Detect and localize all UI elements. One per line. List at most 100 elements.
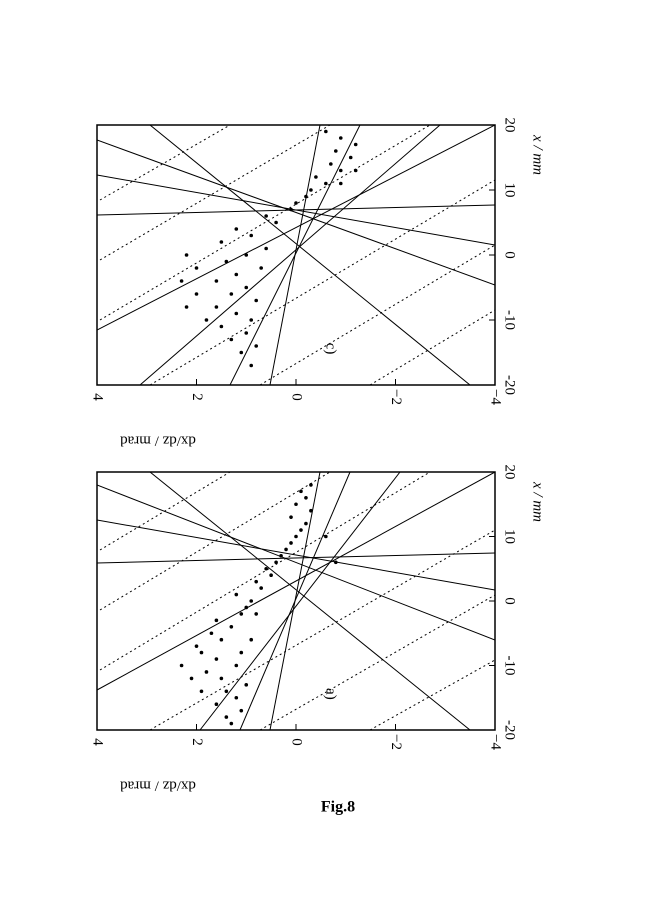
scatter-point [289,515,293,519]
scatter-point [244,683,249,687]
scatter-point [348,155,353,160]
scatter-point [324,129,328,134]
scatter-point [189,676,194,681]
scatter-point [249,233,254,238]
scatter-point [294,201,298,205]
scatter-point [338,136,343,140]
scatter-point [299,528,303,532]
scatter-point [209,631,214,636]
y-tick-label: −2 [388,389,404,405]
scatter-point [299,489,303,494]
scatter-point [229,625,234,629]
y-tick-label: 4 [90,393,106,401]
scatter-point [214,657,219,661]
x-tick-label: 0 [502,597,518,605]
scatter-point [199,689,204,694]
scatter-point [219,240,224,244]
scatter-point [304,521,308,526]
scatter-point [294,534,298,539]
panel-label: a) [323,688,339,700]
scatter-point [234,663,239,668]
scatter-point [249,363,254,368]
scatter-point [259,586,263,590]
scatter-point [329,162,333,166]
scatter-point [334,560,338,565]
scatter-point [264,214,268,218]
figure-caption: Fig.8 [321,799,355,816]
y-tick-label: −2 [388,734,404,750]
scatter-point [229,292,234,296]
scatter-point [279,554,283,558]
y-axis-label: dx/dz / mrad [120,433,196,449]
scatter-point [239,708,244,713]
scatter-point [264,246,268,251]
x-tick-label: 20 [502,465,518,480]
y-tick-label: 2 [189,393,205,401]
y-tick-label: 4 [90,738,106,746]
scatter-point [239,650,244,655]
scatter-point [353,142,358,147]
scatter-point [249,637,254,642]
y-tick-label: −4 [488,389,504,405]
scatter-point [324,181,328,186]
scatter-point [194,266,199,270]
scatter-point [294,502,298,507]
scatter-point [284,547,288,552]
scatter-point [204,670,209,674]
scatter-point [334,149,338,153]
x-tick-label: -10 [502,656,518,676]
scatter-point [309,483,313,487]
scatter-point [239,612,244,616]
scatter-point [224,259,229,264]
scatter-point [194,644,199,648]
scatter-point [249,318,254,322]
scatter-point [304,194,308,199]
scatter-point [254,344,258,348]
scatter-point [229,721,234,726]
scatter-point [204,318,209,322]
isochrone-lines [97,125,495,385]
scatter-point [244,605,249,610]
y-tick-label: 0 [289,738,305,746]
scatter-point [244,253,249,257]
scatter-point [244,285,249,290]
scatter-point [214,305,219,309]
scatter-point [338,168,343,173]
scatter-point [338,181,343,186]
scatter-point [353,168,358,173]
scatter-point [304,496,308,500]
x-tick-label: 0 [502,251,518,259]
scatter-point [224,715,229,719]
plot-frame [96,471,496,731]
scatter-point [254,612,258,616]
x-axis-label: x / mm [530,481,546,522]
scatter-point [234,272,239,277]
x-tick-label: 10 [502,183,518,198]
y-tick-label: −4 [488,734,504,750]
scatter-point [184,305,189,309]
scatter-point [324,534,328,539]
y-tick-label: 0 [289,393,305,401]
scatter-point [219,637,224,642]
scatter-point [199,650,204,655]
x-tick-label: 20 [502,118,518,133]
scatter-point [234,592,239,597]
scatter-point [194,292,199,296]
scatter-point [254,579,258,584]
scatter-point [224,689,229,694]
scatter-point [244,331,249,335]
scatter-point [234,227,239,231]
scatter-point [219,676,224,681]
scatter-point [269,573,273,577]
x-tick-label: 10 [502,529,518,544]
scatter-point [274,560,278,565]
scatter-point [214,618,219,623]
scatter-point [289,541,293,545]
scatter-point [219,324,224,329]
scatter-point [274,220,278,225]
scatter-point [229,337,234,342]
scatter-point [214,279,219,283]
scatter-point [214,702,219,706]
x-tick-label: -20 [502,375,518,395]
